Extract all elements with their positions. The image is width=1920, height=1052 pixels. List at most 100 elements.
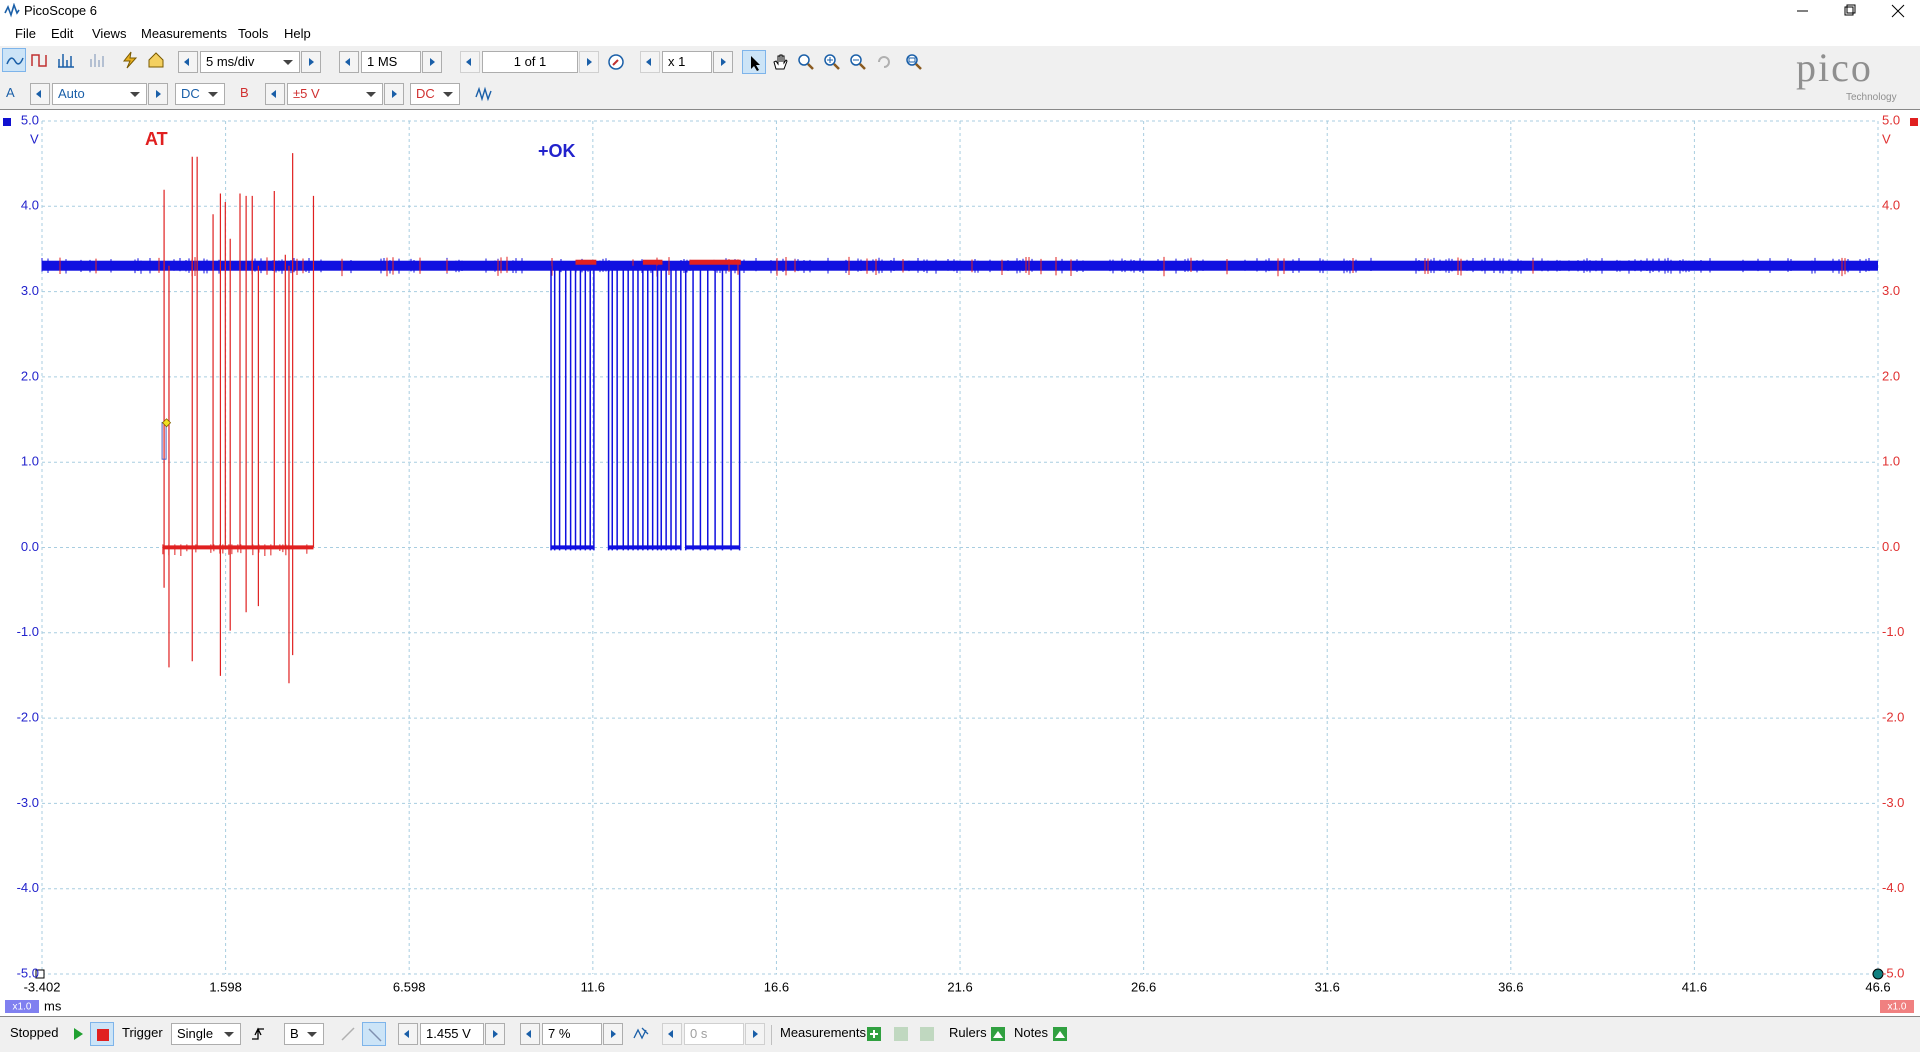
channel-b-coupling[interactable]: DC	[410, 83, 460, 105]
y-tick-label-right: -3.0	[1882, 795, 1904, 810]
trigger-mode[interactable]: Single	[171, 1023, 241, 1045]
timebase-next[interactable]	[301, 51, 321, 73]
hand-tool[interactable]	[768, 50, 792, 74]
x-tick-label: 26.6	[1131, 979, 1156, 994]
zoom-in[interactable]	[820, 50, 844, 74]
channel-a-prev[interactable]	[30, 83, 50, 105]
add-measurement[interactable]	[862, 1022, 886, 1046]
stop-button[interactable]	[90, 1022, 114, 1046]
notes-label: Notes	[1014, 1025, 1048, 1040]
zoom-overview[interactable]	[902, 50, 926, 74]
buffer-input[interactable]: 1 of 1	[482, 51, 578, 73]
threshold-prev[interactable]	[398, 1023, 418, 1045]
trigger-threshold[interactable]: 1.455 V	[420, 1023, 484, 1045]
buffer-next[interactable]	[579, 51, 599, 73]
timebase-select[interactable]: 5 ms/div	[200, 51, 300, 73]
y-tick-label-right: -1.0	[1882, 624, 1904, 639]
x-tick-label: 36.6	[1498, 979, 1523, 994]
window-controls[interactable]	[1794, 4, 1914, 18]
trigger-option[interactable]	[362, 1022, 386, 1046]
samples-next[interactable]	[422, 51, 442, 73]
trigger-option[interactable]	[336, 1022, 360, 1046]
trigger-edge[interactable]	[248, 1022, 272, 1046]
menu-item[interactable]: File	[15, 26, 36, 41]
delay-toggle[interactable]	[630, 1022, 654, 1046]
channel-b-label[interactable]: B	[240, 85, 249, 100]
spectrum-mode[interactable]	[54, 48, 78, 72]
channel-options[interactable]	[472, 82, 496, 106]
y-tick-label: -1.0	[17, 624, 39, 639]
channel-a-range[interactable]: Auto	[52, 83, 147, 105]
zoom-out[interactable]	[846, 50, 870, 74]
zoom-input[interactable]: x 1	[662, 51, 712, 73]
buffer-prev[interactable]	[460, 51, 480, 73]
channel-b-next[interactable]	[384, 83, 404, 105]
zoom-badge-a	[5, 1000, 39, 1013]
start-button[interactable]	[66, 1022, 90, 1046]
notes-button[interactable]	[1048, 1022, 1072, 1046]
menu-item[interactable]: Edit	[51, 26, 74, 41]
channel-a-label[interactable]: A	[6, 85, 15, 100]
trace-b-segment	[689, 259, 741, 265]
zoom-b: x1.0	[1888, 1002, 1907, 1013]
threshold-next[interactable]	[485, 1023, 505, 1045]
y-tick-label: 0.0	[21, 539, 39, 554]
zoom-next[interactable]	[713, 51, 733, 73]
delete-measurement[interactable]	[915, 1022, 939, 1046]
channel-a-next[interactable]	[148, 83, 168, 105]
logo-brand: pico	[1796, 45, 1873, 90]
trigger-point	[161, 418, 172, 428]
menu-item[interactable]: Views	[92, 26, 127, 41]
menu-item[interactable]: Tools	[238, 26, 269, 41]
delay-next[interactable]	[745, 1023, 765, 1045]
y-tick-label-right: -2.0	[1882, 710, 1904, 725]
channel-b-prev[interactable]	[265, 83, 285, 105]
samples-input[interactable]: 1 MS	[361, 51, 421, 73]
channel-a-coupling[interactable]: DC	[175, 83, 225, 105]
toolbar: 5 ms/div 1 MS 1 of 1 x 1 pico Technology	[0, 46, 1920, 103]
y-tick-label-right: -5.0	[1882, 965, 1904, 980]
y-tick-label: -4.0	[17, 880, 39, 895]
auto-setup[interactable]	[118, 48, 142, 72]
trigger-source[interactable]: B	[284, 1023, 324, 1045]
pretrigger-prev[interactable]	[520, 1023, 540, 1045]
persistence-mode[interactable]	[28, 48, 52, 72]
window-title: PicoScope 6	[24, 3, 97, 18]
y-unit-right: V	[1882, 131, 1891, 146]
select-tool[interactable]	[742, 50, 766, 74]
y-tick-label-right: -4.0	[1882, 880, 1904, 895]
timebase-prev[interactable]	[178, 51, 198, 73]
pretrigger-next[interactable]	[603, 1023, 623, 1045]
zoom-badge-b	[1880, 1000, 1914, 1013]
undo-zoom[interactable]	[872, 50, 896, 74]
channel-b-marker	[1910, 118, 1918, 126]
samples-prev[interactable]	[339, 51, 359, 73]
spectrum-persistence[interactable]	[86, 48, 110, 72]
zoom-a: x1.0	[13, 1002, 32, 1013]
menu-item[interactable]: Help	[284, 26, 311, 41]
scope-mode[interactable]	[2, 48, 26, 72]
zoom-area[interactable]	[794, 50, 818, 74]
scope-plot: V V AT +OK x1.0 x1.0 ms 5.0 5.0 4.0 4.0 3.0 3…	[3, 112, 1918, 1013]
trigger-delay[interactable]: 0 s	[684, 1023, 744, 1045]
buffer-navigator[interactable]	[604, 50, 628, 74]
x-tick-label: 11.6	[581, 979, 605, 994]
y-tick-label-right: 4.0	[1882, 198, 1900, 213]
edit-measurement[interactable]	[889, 1022, 913, 1046]
menu-item[interactable]: Measurements	[141, 26, 227, 41]
channel-a-marker	[3, 118, 11, 126]
trace-b-segment	[575, 259, 597, 265]
y-tick-label: 3.0	[21, 283, 39, 298]
zoom-prev[interactable]	[640, 51, 660, 73]
axis-marker	[1872, 968, 1884, 980]
delay-prev[interactable]	[662, 1023, 682, 1045]
x-tick-label: 21.6	[947, 979, 972, 994]
rulers-button[interactable]	[986, 1022, 1010, 1046]
default-setup[interactable]	[144, 48, 168, 72]
y-tick-label: -3.0	[17, 795, 39, 810]
y-tick-label: -2.0	[17, 710, 39, 725]
pretrigger[interactable]: 7 %	[542, 1023, 602, 1045]
channel-b-range[interactable]: ±5 V	[287, 83, 383, 105]
x-unit: ms	[44, 998, 62, 1013]
